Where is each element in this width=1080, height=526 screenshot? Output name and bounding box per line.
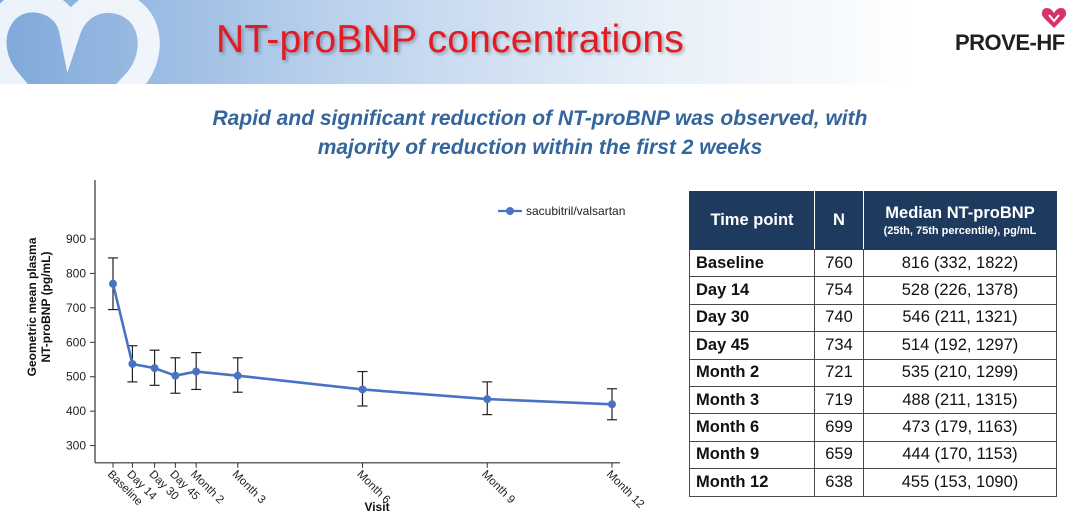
logo-heart-icon xyxy=(1041,8,1067,28)
y-tick-label: 400 xyxy=(66,404,86,418)
cell-median: 455 (153, 1090) xyxy=(863,468,1057,497)
data-point xyxy=(128,359,137,368)
x-axis-label: Visit xyxy=(364,500,389,514)
data-point xyxy=(171,371,180,380)
cell-timepoint: Day 14 xyxy=(689,276,815,305)
header-timepoint: Time point xyxy=(689,191,815,250)
cell-median: 473 (179, 1163) xyxy=(863,413,1057,442)
chart-series xyxy=(108,257,617,421)
data-point xyxy=(358,385,367,394)
subtitle-line-2: majority of reduction within the first 2… xyxy=(317,136,763,159)
cell-timepoint: Day 45 xyxy=(689,331,815,360)
cell-median: 488 (211, 1315) xyxy=(863,385,1057,415)
data-point xyxy=(233,371,242,380)
legend-label: sacubitril/valsartan xyxy=(526,204,625,218)
table-row: Month 9 659 444 (170, 1153) xyxy=(689,440,1057,470)
table-row: Baseline 760 816 (332, 1822) xyxy=(689,248,1057,278)
cell-n: 740 xyxy=(814,303,864,333)
x-tick-label: Month 3 xyxy=(230,468,268,506)
cell-n: 719 xyxy=(814,385,864,415)
subtitle-line-1: Rapid and significant reduction of NT-pr… xyxy=(212,107,868,130)
table-header-row: Time point N Median NT-proBNP (25th, 75t… xyxy=(689,191,1057,250)
data-point xyxy=(483,395,492,404)
table-row: Day 30 740 546 (211, 1321) xyxy=(689,303,1057,333)
cell-n: 721 xyxy=(814,358,864,387)
cell-median: 444 (170, 1153) xyxy=(863,440,1057,470)
cell-timepoint: Baseline xyxy=(689,248,815,278)
y-axis-label-line-2: NT-proBNP (pg/mL) xyxy=(39,251,53,362)
cell-n: 754 xyxy=(814,276,864,305)
y-tick-label: 900 xyxy=(66,232,86,246)
y-tick-label: 700 xyxy=(66,301,86,315)
cell-timepoint: Month 12 xyxy=(689,468,815,497)
x-tick-label: Month 9 xyxy=(479,468,517,506)
y-tick-label: 800 xyxy=(66,266,86,280)
legend-marker xyxy=(506,207,514,215)
header-band xyxy=(0,0,1080,84)
cell-n: 734 xyxy=(814,331,864,360)
cell-n: 659 xyxy=(814,440,864,470)
header-median-sub: (25th, 75th percentile), pg/mL xyxy=(883,225,1037,237)
table-row: Month 12 638 455 (153, 1090) xyxy=(689,468,1057,497)
ntprobnp-table: Time point N Median NT-proBNP (25th, 75t… xyxy=(689,191,1057,497)
cell-timepoint: Day 30 xyxy=(689,303,815,333)
chart-legend: sacubitril/valsartan xyxy=(498,204,625,218)
slide-title: NT-proBNP concentrations xyxy=(216,18,684,61)
slide-subtitle: Rapid and significant reduction of NT-pr… xyxy=(140,104,940,162)
data-point xyxy=(150,364,159,373)
table-row: Month 6 699 473 (179, 1163) xyxy=(689,413,1057,442)
header-median: Median NT-proBNP (25th, 75th percentile)… xyxy=(863,191,1057,250)
table-row: Day 45 734 514 (192, 1297) xyxy=(689,331,1057,360)
cell-timepoint: Month 2 xyxy=(689,358,815,387)
chart-axes xyxy=(94,180,620,464)
cell-median: 535 (210, 1299) xyxy=(863,358,1057,387)
cell-median: 528 (226, 1378) xyxy=(863,276,1057,305)
data-point xyxy=(192,367,201,376)
prove-hf-logo: PROVE-HF xyxy=(945,6,1075,56)
header-median-label: Median NT-proBNP xyxy=(885,204,1035,222)
header-n: N xyxy=(814,191,864,250)
cell-median: 816 (332, 1822) xyxy=(863,248,1057,278)
heart-decoration-icon xyxy=(0,0,160,167)
cell-n: 699 xyxy=(814,413,864,442)
table-row: Month 2 721 535 (210, 1299) xyxy=(689,358,1057,387)
cell-median: 546 (211, 1321) xyxy=(863,303,1057,333)
cell-n: 638 xyxy=(814,468,864,497)
cell-timepoint: Month 9 xyxy=(689,440,815,470)
y-axis-ticks: 300 400 500 600 700 800 900 xyxy=(66,232,95,453)
cell-median: 514 (192, 1297) xyxy=(863,331,1057,360)
y-axis-label-line-1: Geometric mean plasma xyxy=(25,237,39,376)
table-row: Month 3 719 488 (211, 1315) xyxy=(689,385,1057,415)
data-point xyxy=(608,400,616,409)
logo-text: PROVE-HF xyxy=(955,30,1065,55)
y-tick-label: 300 xyxy=(66,439,86,453)
cell-n: 760 xyxy=(814,248,864,278)
y-tick-label: 500 xyxy=(66,370,86,384)
cell-timepoint: Month 3 xyxy=(689,385,815,415)
data-point xyxy=(109,279,117,288)
table-row: Day 14 754 528 (226, 1378) xyxy=(689,276,1057,305)
cell-timepoint: Month 6 xyxy=(689,413,815,442)
y-tick-label: 600 xyxy=(66,335,86,349)
x-tick-label: Month 12 xyxy=(604,468,646,510)
